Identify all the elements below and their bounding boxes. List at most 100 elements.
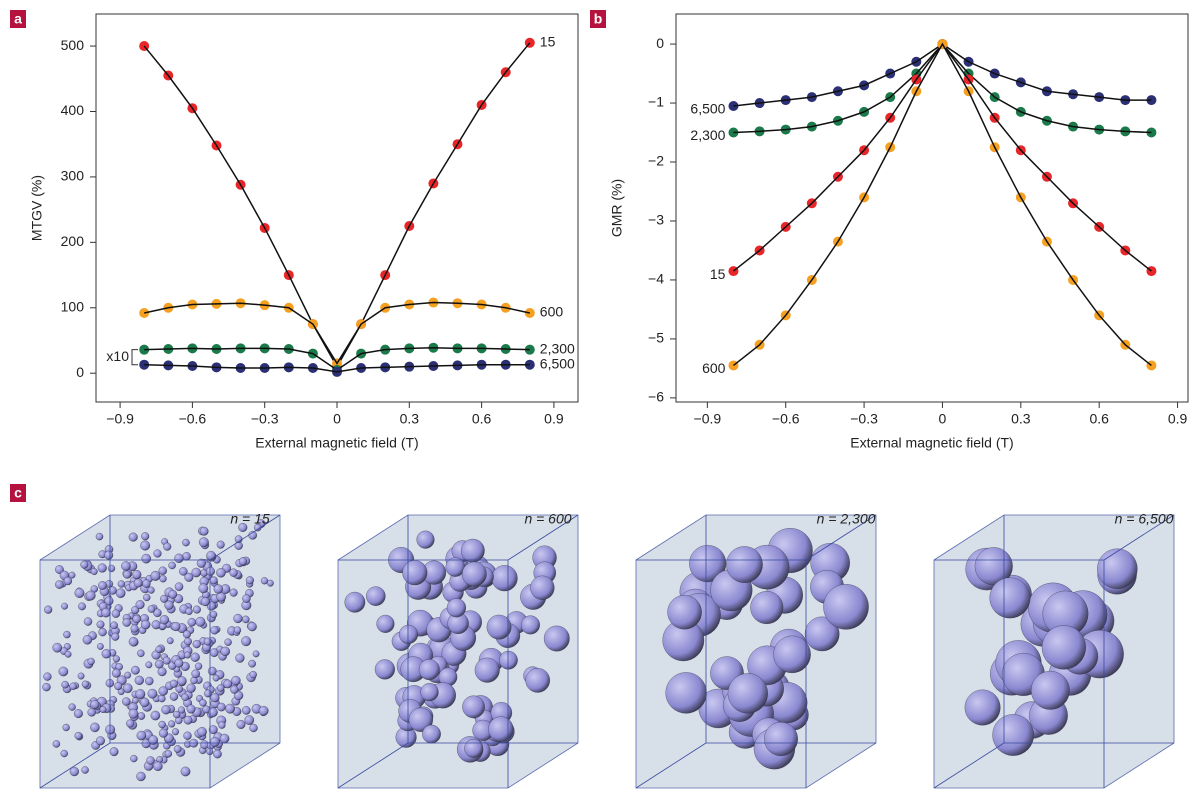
particle — [196, 617, 205, 626]
particle — [402, 560, 427, 585]
particle — [96, 736, 105, 745]
particle — [210, 737, 219, 746]
particle — [138, 712, 145, 719]
particle — [170, 693, 178, 701]
particle — [163, 543, 171, 551]
particle — [230, 569, 238, 577]
particle — [70, 683, 77, 690]
particle — [42, 683, 50, 691]
particle — [159, 567, 167, 575]
particle — [112, 610, 120, 618]
x-tick-label: 0.3 — [1011, 411, 1031, 427]
particle — [98, 581, 106, 589]
particle — [99, 628, 107, 636]
particle — [366, 587, 385, 606]
particle — [148, 605, 155, 612]
particle — [475, 658, 500, 683]
particle — [97, 643, 103, 649]
particle — [81, 561, 89, 569]
particle — [182, 552, 190, 560]
particle — [132, 570, 141, 579]
particle — [492, 565, 518, 591]
x-tick-label: 0.3 — [400, 411, 420, 427]
panel-label: b — [594, 11, 603, 27]
cube-caption: n = 15 — [230, 511, 270, 527]
particle — [231, 676, 240, 685]
particle — [110, 622, 117, 629]
particle — [53, 740, 60, 747]
particle — [499, 651, 517, 669]
particle — [182, 694, 189, 701]
particle — [169, 562, 176, 569]
particle — [148, 587, 155, 594]
particle — [170, 680, 178, 688]
particle — [158, 695, 165, 702]
x-tick-label: −0.9 — [694, 411, 722, 427]
particle — [82, 766, 89, 773]
particle — [230, 686, 238, 694]
particle — [191, 653, 200, 662]
particle — [86, 591, 95, 600]
particle — [141, 532, 149, 540]
particle — [726, 546, 762, 582]
particle — [234, 627, 241, 634]
particle — [160, 575, 167, 582]
particle — [248, 622, 257, 631]
particle — [63, 724, 70, 731]
x-tick-label: 0 — [939, 411, 947, 427]
particle — [461, 539, 484, 562]
particle — [1031, 671, 1069, 709]
particle — [137, 731, 146, 740]
particle — [213, 675, 219, 681]
particle — [169, 590, 177, 598]
particle — [242, 616, 249, 623]
particle — [267, 580, 274, 587]
particle — [183, 732, 191, 740]
particle — [174, 554, 183, 563]
particle — [65, 651, 71, 657]
particle — [143, 594, 150, 601]
particle — [116, 589, 125, 598]
particle — [75, 588, 85, 598]
particle — [118, 581, 125, 588]
particle — [134, 579, 143, 588]
series-label: 6,500 — [540, 355, 575, 371]
panel-label: c — [14, 485, 22, 501]
x-tick-label: −0.6 — [772, 411, 800, 427]
particle — [345, 592, 365, 612]
particle — [129, 709, 138, 718]
particle — [187, 684, 196, 693]
particle — [220, 734, 229, 743]
particle — [159, 729, 168, 738]
particle — [63, 631, 70, 638]
y-tick-label: −2 — [648, 153, 664, 169]
particle — [152, 620, 161, 629]
bracket — [132, 350, 138, 365]
particle — [245, 715, 254, 724]
particle — [82, 681, 89, 688]
particle — [421, 683, 439, 701]
particle — [521, 616, 540, 635]
particle — [199, 699, 206, 706]
particle — [162, 705, 171, 714]
series-label: 2,300 — [540, 340, 575, 356]
fit-line — [144, 303, 530, 364]
particle — [175, 583, 183, 591]
particle — [114, 682, 122, 690]
particle — [158, 667, 167, 676]
particle — [43, 673, 51, 681]
particle — [146, 756, 154, 764]
y-tick-label: 400 — [61, 102, 85, 118]
particle — [214, 585, 223, 594]
particle — [175, 659, 183, 667]
particle — [69, 704, 76, 711]
particle — [123, 618, 131, 626]
particle — [102, 649, 111, 658]
particle — [993, 714, 1034, 755]
particle — [88, 658, 95, 665]
particle — [668, 595, 702, 629]
cube — [338, 515, 578, 788]
particle — [135, 676, 144, 685]
plot-frame — [676, 14, 1188, 402]
particle — [526, 668, 550, 692]
